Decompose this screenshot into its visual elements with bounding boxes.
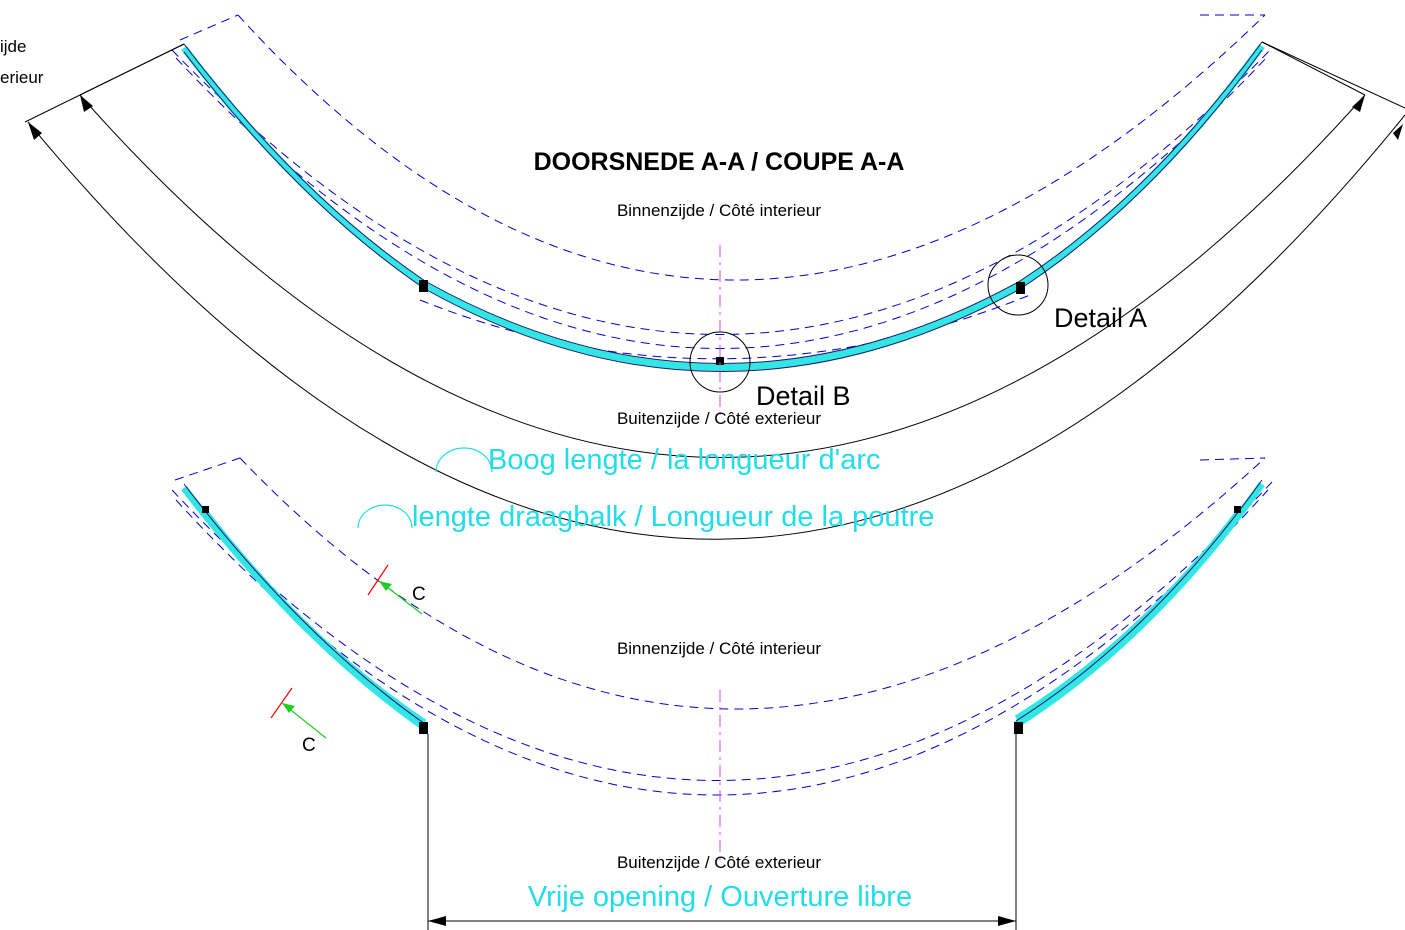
upper-joint-left (419, 280, 428, 292)
arc-length-arrow-right (1352, 95, 1365, 112)
cut-c-upper-line (367, 564, 389, 596)
left-edge-label-2: erieur (0, 68, 44, 87)
beam-length-label: lengte draagbalk / Longueur de la poutre (412, 501, 934, 533)
upper-glass-center (423, 281, 1022, 371)
lower-joint-right (1014, 722, 1023, 734)
lower-inside-label: Binnenzijde / Côté interieur (617, 639, 821, 658)
arc-length-arrow-left (80, 95, 93, 112)
arc-length-ext-right (1261, 41, 1366, 96)
upper-dashed-left-tick (179, 14, 239, 41)
upper-outside-label: Buitenzijde / Côté exterieur (617, 409, 821, 428)
lower-outside-label: Buitenzijde / Côté exterieur (617, 853, 821, 872)
upper-joint-right (1016, 282, 1025, 294)
upper-dashed-inner-arc (237, 14, 1266, 281)
beam-length-arrow-right (1393, 124, 1403, 140)
lower-dashed-right-tick (1199, 457, 1266, 461)
upper-dashed-arc-3 (175, 55, 1269, 349)
cut-c-lower-label: C (302, 735, 316, 756)
free-opening-arrow-right (998, 916, 1016, 926)
arc-length-dimension-line (79, 94, 1366, 458)
upper-dashed-arc-2 (171, 47, 1273, 335)
cut-c-upper-label: C (412, 584, 426, 605)
cut-c-lower-line (270, 687, 293, 719)
arc-symbol-2 (357, 504, 413, 529)
lower-glass-left (181, 485, 428, 731)
cut-c-lower-arrowhead (282, 703, 295, 713)
upper-joint-center (716, 357, 724, 365)
upper-inside-label: Binnenzijde / Côté interieur (617, 201, 821, 220)
lower-glass-right-inner (1014, 510, 1240, 721)
upper-section (24, 14, 1405, 540)
detail-a-circle (987, 254, 1049, 316)
lower-glass-edge-right (1015, 479, 1263, 722)
detail-b-circle (689, 331, 751, 393)
beam-length-ext-right (1261, 41, 1405, 109)
lower-joint-top-left (202, 506, 209, 513)
beam-length-dimension-line (27, 114, 1405, 540)
arc-length-label: Boog lengte / la longueur d'arc (488, 444, 880, 476)
lower-dashed-inner-arc (239, 457, 1266, 710)
lower-dashed-left-tick (174, 457, 241, 481)
upper-glass-left (181, 45, 427, 288)
free-opening-arrow-left (428, 916, 446, 926)
lower-glass-edge-left (183, 483, 426, 725)
upper-glass-edge-2 (183, 49, 1263, 372)
free-opening-label: Vrije opening / Ouverture libre (528, 881, 912, 913)
lower-dashed-arc-3 (175, 489, 1269, 796)
beam-length-ext-left (24, 43, 185, 123)
section-title: DOORSNEDE A-A / COUPE A-A (534, 148, 905, 176)
left-edge-label-1: ijde (0, 37, 26, 56)
detail-b-label: Detail B (756, 381, 851, 411)
upper-glass-right (1018, 43, 1265, 288)
arc-symbol-1 (435, 447, 493, 473)
lower-joint-top-right (1234, 506, 1241, 513)
lower-joint-left (419, 722, 428, 734)
lower-section (171, 457, 1273, 930)
beam-length-arrow-left (28, 122, 42, 140)
cut-c-upper-arrowhead (379, 581, 392, 591)
lower-glass-right (1014, 481, 1265, 728)
lower-glass-left-inner (204, 510, 427, 725)
detail-a-label: Detail A (1054, 303, 1147, 333)
